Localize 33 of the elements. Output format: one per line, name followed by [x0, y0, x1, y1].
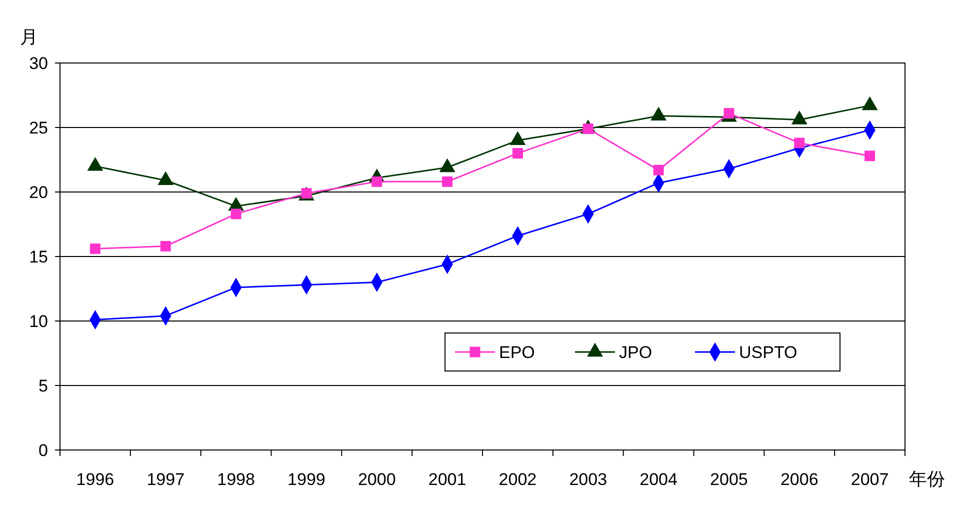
point: [512, 148, 523, 159]
point: [794, 138, 805, 148]
legend-label: JPO: [619, 342, 652, 362]
y-axis-title: 月: [20, 27, 38, 47]
point: [864, 150, 876, 162]
y-tick-label: 15: [29, 247, 48, 266]
point: [653, 164, 664, 176]
y-tick-label: 30: [29, 54, 48, 73]
point: [230, 208, 242, 220]
point: [442, 176, 453, 187]
point: [90, 244, 100, 254]
legend-label: USPTO: [739, 342, 798, 362]
y-tick-label: 10: [29, 312, 48, 331]
point: [372, 176, 382, 187]
point: [160, 240, 171, 252]
y-tick-label: 5: [38, 376, 48, 396]
x-tick-label: 2002: [498, 470, 537, 489]
x-tick-label: 2001: [428, 470, 466, 489]
x-tick-label: 1996: [76, 470, 114, 489]
x-tick-label: 1999: [288, 470, 326, 489]
x-tick-label: 1998: [217, 470, 255, 489]
x-tick-label: 1997: [146, 470, 185, 489]
x-tick-label: 2007: [850, 470, 889, 489]
x-tick-label: 2004: [640, 470, 678, 489]
legend-label: EPO: [499, 342, 535, 362]
y-tick-label: 0: [38, 440, 48, 460]
y-tick-label: 25: [29, 118, 48, 138]
x-axis-title: 年份: [909, 469, 945, 489]
x-tick-label: 2006: [780, 470, 818, 489]
x-tick-label: 2000: [358, 470, 396, 489]
x-tick-label: 2003: [569, 470, 608, 489]
x-tick-label: 2005: [710, 470, 748, 489]
y-tick-label: 20: [29, 182, 48, 202]
